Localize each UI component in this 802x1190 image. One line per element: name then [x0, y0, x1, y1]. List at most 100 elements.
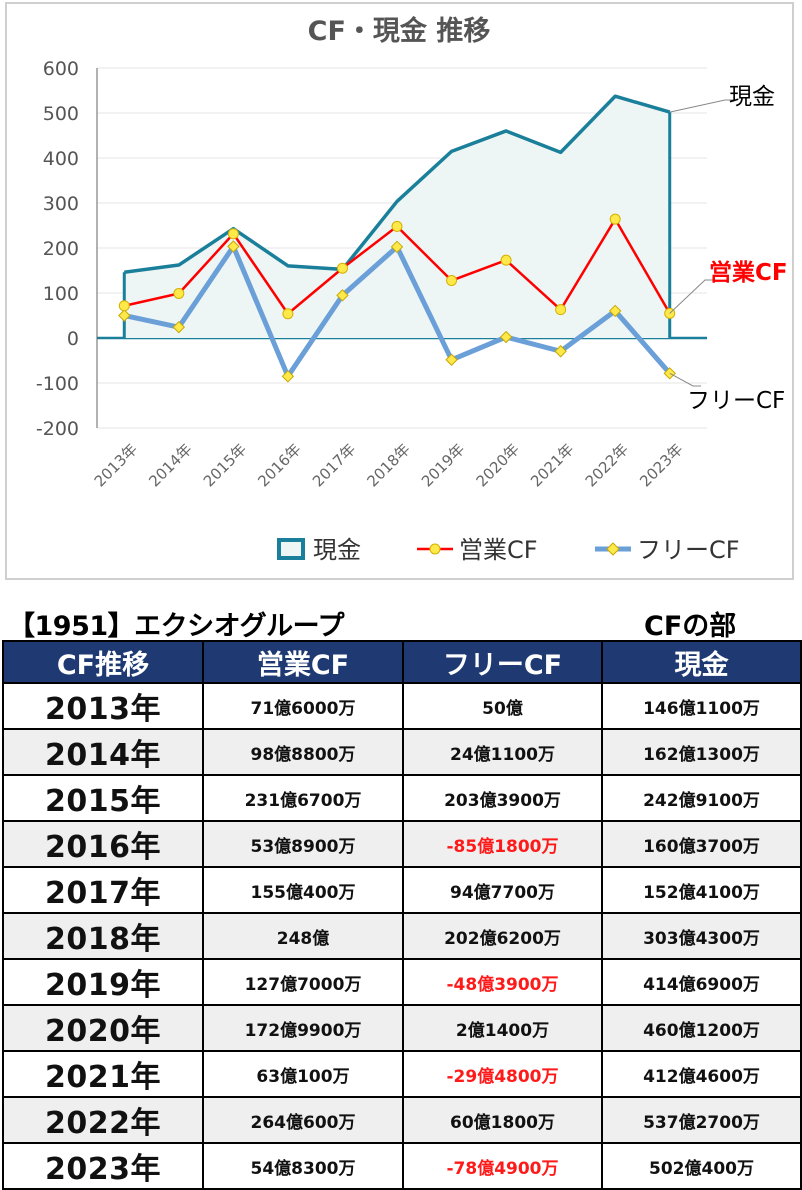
year-cell: 2017年	[2, 866, 204, 914]
year-cell: 2019年	[2, 958, 204, 1006]
free-cf-cell: 24億1100万	[402, 728, 603, 776]
operating-cf-cell: 54億8300万	[202, 1142, 404, 1190]
operating-cf-point	[609, 213, 621, 225]
table-row: 2017年 155億400万 94億7700万 152億4100万	[2, 866, 802, 914]
end-label: 現金	[729, 84, 775, 110]
free-cf-cell: 203億3900万	[402, 774, 603, 822]
year-cell: 2013年	[2, 682, 204, 730]
legend-free-cf-marker	[606, 542, 620, 556]
operating-cf-cell: 63億100万	[202, 1050, 404, 1098]
operating-cf-point	[446, 275, 458, 287]
y-tick-label: 0	[67, 328, 79, 350]
cf-cash-chart: CF・現金 推移 600 500 400 300 200 100 0 -100 -200 2013年…	[36, 15, 788, 564]
end-label-leader	[669, 372, 701, 387]
year-cell: 2022年	[2, 1096, 204, 1144]
x-tick-label: 2015年	[200, 440, 250, 490]
table-row: 2019年 127億7000万 -48億3900万 414億6900万	[2, 958, 802, 1006]
free-cf-point	[118, 309, 131, 322]
cash-cell: 412億4600万	[601, 1050, 802, 1098]
end-label: 営業CF	[709, 259, 788, 286]
x-tick-label: 2020年	[473, 440, 523, 490]
legend-cash-swatch	[277, 538, 305, 560]
operating-cf-point	[391, 220, 403, 232]
header-cf-trend: CF推移	[2, 640, 204, 684]
operating-cf-cell: 71億6000万	[202, 682, 404, 730]
operating-cf-point	[500, 254, 512, 266]
x-tick-label: 2023年	[636, 440, 686, 490]
year-cell: 2018年	[2, 912, 204, 960]
free-cf-point	[554, 345, 567, 358]
free-cf-point	[445, 353, 458, 366]
free-cf-cell: -78億4900万	[402, 1142, 603, 1190]
free-cf-point	[172, 320, 186, 334]
operating-cf-cell: 231億6700万	[202, 774, 404, 822]
operating-cf-cell: 248億	[202, 912, 404, 960]
x-tick-label: 2017年	[309, 440, 359, 490]
table-row: 2023年 54億8300万 -78億4900万 502億400万	[2, 1142, 802, 1190]
legend-operating-cf-label: 営業CF	[459, 536, 538, 564]
y-tick-label: 400	[43, 148, 79, 170]
operating-cf-point	[555, 304, 567, 316]
free-cf-point	[390, 240, 404, 254]
cf-table: CF推移 営業CF フリーCF 現金 2013年 71億6000万 50億 146億1…	[2, 640, 802, 1190]
free-cf-point	[499, 330, 513, 344]
x-tick-label: 2013年	[91, 440, 141, 490]
free-cf-cell: 2億1400万	[402, 1004, 603, 1052]
operating-cf-point	[282, 308, 294, 320]
cash-line	[124, 94, 671, 274]
cash-area	[124, 96, 670, 338]
y-tick-label: 600	[43, 58, 79, 80]
cash-cell: 152億4100万	[601, 866, 802, 914]
operating-cf-point	[336, 262, 348, 274]
free-cf-cell: 202億6200万	[402, 912, 603, 960]
table-header-row: CF推移 営業CF フリーCF 現金	[2, 640, 802, 684]
operating-cf-cell: 98億8800万	[202, 728, 404, 776]
year-cell: 2015年	[2, 774, 204, 822]
year-cell: 2014年	[2, 728, 204, 776]
table-row: 2015年 231億6700万 203億3900万 242億9100万	[2, 774, 802, 822]
table-row: 2022年 264億600万 60億1800万 537億2700万	[2, 1096, 802, 1144]
free-cf-cell: -85億1800万	[402, 820, 603, 868]
chart-title: CF・現金 推移	[308, 15, 491, 47]
y-tick-label: 500	[43, 103, 79, 125]
free-cf-cell: 94億7700万	[402, 866, 603, 914]
chart-frame: CF・現金 推移 600 500 400 300 200 100 0 -100 -200 2013年…	[5, 2, 794, 580]
y-tick-label: 300	[43, 193, 79, 215]
y-tick-label: 200	[43, 238, 79, 260]
end-label-leader	[669, 99, 733, 113]
x-tick-label: 2014年	[145, 440, 195, 490]
cash-cell: 414億6900万	[601, 958, 802, 1006]
operating-cf-cell: 53億8900万	[202, 820, 404, 868]
free-cf-point	[281, 370, 295, 383]
year-cell: 2023年	[2, 1142, 204, 1190]
operating-cf-point	[173, 288, 185, 300]
operating-cf-cell: 155億400万	[202, 866, 404, 914]
x-tick-label: 2022年	[582, 440, 632, 490]
cash-cell: 160億3700万	[601, 820, 802, 868]
x-tick-label: 2016年	[254, 440, 304, 490]
x-tick-label: 2021年	[527, 440, 577, 490]
cash-cell: 502億400万	[601, 1142, 802, 1190]
operating-cf-cell: 264億600万	[202, 1096, 404, 1144]
table-row: 2013年 71億6000万 50億 146億1100万	[2, 682, 802, 730]
free-cf-cell: 50億	[402, 682, 603, 730]
cash-cell: 162億1300万	[601, 728, 802, 776]
operating-cf-cell: 172億9900万	[202, 1004, 404, 1052]
cash-cell: 460億1200万	[601, 1004, 802, 1052]
free-cf-cell: 60億1800万	[402, 1096, 603, 1144]
section-title: CFの部	[644, 611, 737, 642]
x-tick-label: 2018年	[363, 440, 413, 490]
cash-cell: 303億4300万	[601, 912, 802, 960]
year-cell: 2020年	[2, 1004, 204, 1052]
end-label-leader	[669, 279, 713, 314]
table-row: 2020年 172億9900万 2億1400万 460億1200万	[2, 1004, 802, 1052]
table-row: 2018年 248億 202億6200万 303億4300万	[2, 912, 802, 960]
header-free-cf: フリーCF	[402, 640, 603, 684]
operating-cf-cell: 127億7000万	[202, 958, 404, 1006]
cash-cell: 146億1100万	[601, 682, 802, 730]
y-tick-label: -100	[36, 373, 79, 395]
table-row: 2014年 98億8800万 24億1100万 162億1300万	[2, 728, 802, 776]
company-title: 【1951】エクシオグループ	[8, 611, 345, 642]
operating-cf-point	[118, 300, 130, 312]
free-cf-cell: -29億4800万	[402, 1050, 603, 1098]
